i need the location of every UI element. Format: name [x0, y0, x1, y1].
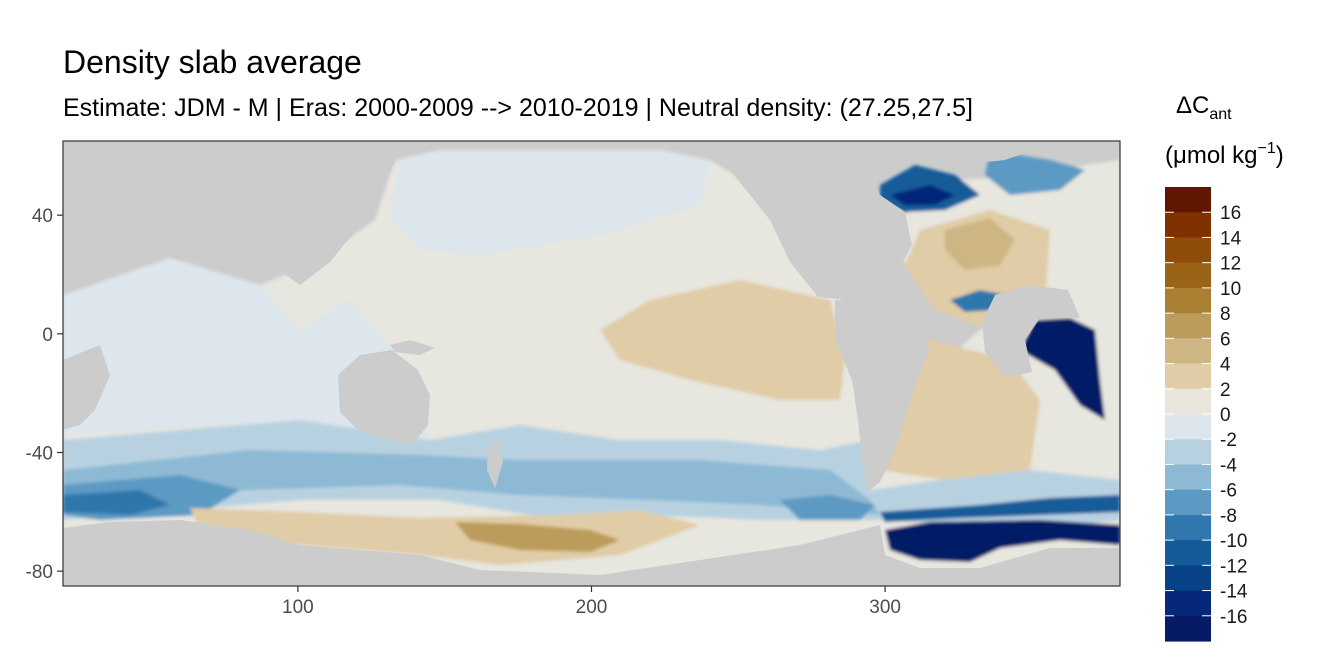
y-tick-label: 0: [42, 325, 53, 346]
legend-label: 12: [1220, 254, 1241, 275]
ocean-subpolar-atlantic-core: [890, 185, 955, 205]
legend-label: -16: [1220, 607, 1247, 628]
legend-label: -12: [1220, 556, 1247, 577]
legend-label: -4: [1220, 455, 1237, 476]
legend-swatch: [1165, 187, 1211, 213]
legend-label: -14: [1220, 582, 1248, 603]
legend: 16 14 12 10 8 6 4 2 0 -2 -4 -6 -8 -10 -12 -14 -16 ΔCant (μ…: [1165, 92, 1284, 642]
ocean-se-pacific: [780, 495, 875, 520]
legend-label: -8: [1220, 506, 1237, 527]
land-eurasia: [63, 141, 400, 292]
legend-label: 10: [1220, 279, 1241, 300]
legend-label: 2: [1220, 380, 1231, 401]
ocean-indian: [63, 258, 430, 440]
legend-swatch: [1165, 615, 1211, 642]
legend-label: 4: [1220, 355, 1231, 376]
legend-swatch: [1165, 439, 1211, 466]
legend-swatch: [1165, 388, 1211, 415]
land-africa-south: [63, 345, 110, 430]
ocean-south-pacific-core: [600, 280, 845, 400]
x-tick-label: 100: [282, 597, 314, 618]
ocean-eastern-tropical-atlantic: [1020, 318, 1105, 420]
legend-swatch: [1165, 414, 1211, 440]
chart-title: Density slab average: [63, 44, 362, 80]
legend-swatch: [1165, 313, 1211, 339]
land-australia: [338, 350, 430, 445]
legend-unit: (μmol kg−1): [1165, 140, 1284, 169]
legend-swatch: [1165, 514, 1211, 541]
land-south-america: [835, 298, 930, 492]
legend-swatch: [1165, 590, 1211, 617]
legend-swatch: [1165, 237, 1211, 264]
legend-swatch: [1165, 464, 1211, 491]
land-masses: [63, 141, 1120, 586]
land-antarctica-west: [63, 520, 1120, 586]
land-greenland: [935, 141, 1045, 165]
legend-swatch: [1165, 540, 1211, 566]
legend-swatch: [1165, 363, 1211, 390]
legend-title: ΔCant: [1176, 92, 1232, 123]
ocean-north-pacific: [390, 150, 710, 255]
ocean-southern-inner: [63, 450, 880, 515]
legend-label: 6: [1220, 329, 1231, 350]
legend-swatch: [1165, 489, 1211, 516]
legend-label: 14: [1220, 228, 1242, 249]
land-new-zealand: [487, 440, 503, 488]
map-panel: [62, 140, 1121, 587]
x-tick-label: 300: [869, 597, 901, 618]
legend-swatch: [1165, 287, 1211, 314]
legend-label: 16: [1220, 203, 1241, 224]
legend-label: -6: [1220, 481, 1237, 502]
land-africa: [982, 285, 1080, 378]
legend-swatch: [1165, 565, 1211, 592]
x-tick-label: 200: [576, 597, 608, 618]
legend-swatch: [1165, 338, 1211, 365]
ocean-southern-deep-indian: [63, 490, 170, 515]
legend-label: -2: [1220, 430, 1237, 451]
ocean-ross-sea: [455, 522, 620, 552]
land-north-america: [680, 141, 912, 300]
ocean-weddell-band: [880, 495, 1120, 522]
land-new-guinea: [390, 340, 435, 355]
legend-swatch: [1165, 212, 1211, 239]
ocean-nordic-seas: [985, 150, 1085, 195]
y-tick-label: 40: [32, 206, 53, 227]
ocean-weddell-sea: [885, 520, 1120, 562]
y-tick-label: -40: [26, 444, 53, 465]
ocean-field: [63, 150, 1120, 586]
legend-label: 0: [1220, 405, 1231, 426]
legend-label: 8: [1220, 304, 1231, 325]
chart-subtitle: Estimate: JDM - M | Eras: 2000-2009 --> …: [63, 94, 973, 122]
ocean-north-atlantic-core: [945, 218, 1015, 270]
legend-swatch: [1165, 262, 1211, 289]
y-tick-label: -80: [26, 562, 53, 583]
legend-label: -10: [1220, 531, 1247, 552]
